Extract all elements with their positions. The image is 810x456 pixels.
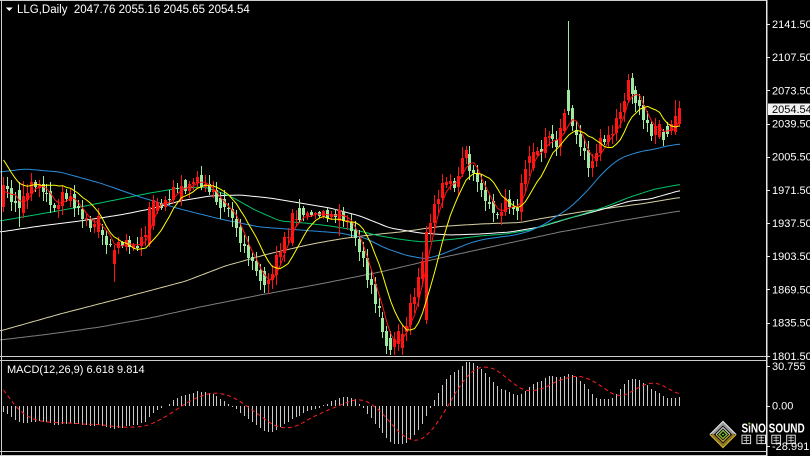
svg-text:2005.50: 2005.50 [772,152,810,164]
svg-text:LLG,Daily 2047.76 2055.16 204: LLG,Daily 2047.76 2055.16 2045.65 2054.5… [17,4,250,16]
svg-text:2054.54: 2054.54 [772,104,810,116]
svg-text:0.00: 0.00 [772,401,793,413]
svg-text:1835.50: 1835.50 [772,318,810,330]
svg-text:1971.50: 1971.50 [772,185,810,197]
svg-text:2141.50: 2141.50 [772,19,810,31]
svg-text:SiNO SOUND: SiNO SOUND [742,423,805,436]
svg-text:1903.50: 1903.50 [772,251,810,263]
svg-text:1869.50: 1869.50 [772,284,810,296]
svg-text:1801.50: 1801.50 [772,351,810,363]
svg-text:2107.50: 2107.50 [772,52,810,64]
svg-text:-28.991: -28.991 [772,441,809,453]
svg-text:2039.50: 2039.50 [772,119,810,131]
svg-text:MACD(12,26,9) 6.618 9.814: MACD(12,26,9) 6.618 9.814 [7,364,145,376]
svg-text:1937.50: 1937.50 [772,218,810,230]
svg-text:30.755: 30.755 [772,361,806,373]
svg-text:2073.50: 2073.50 [772,85,810,97]
